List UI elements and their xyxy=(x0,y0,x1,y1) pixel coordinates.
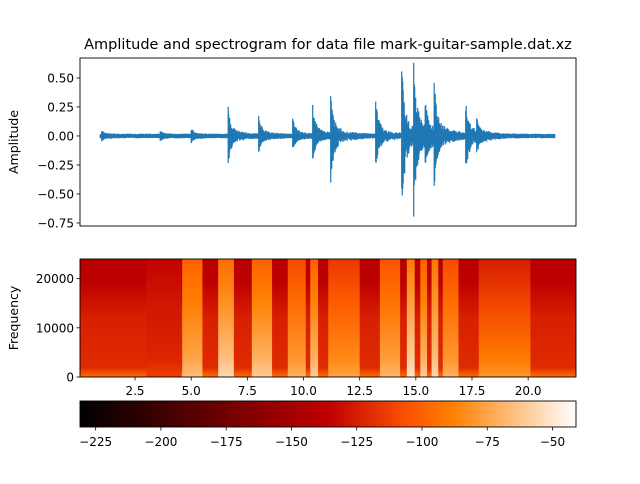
spectrogram-band xyxy=(406,259,415,377)
amplitude-y-tick-label: −0.25 xyxy=(37,158,74,172)
spectrogram-band xyxy=(328,259,360,377)
spectrogram-x-tick-label: 12.5 xyxy=(346,384,373,398)
colorbar-tick-label: −50 xyxy=(540,435,565,449)
amplitude-y-tick-label: −0.50 xyxy=(37,187,74,201)
spectrogram-x-tick-label: 15.0 xyxy=(402,384,429,398)
spectrogram-band xyxy=(146,259,182,377)
spectrogram-x-tick-label: 2.5 xyxy=(125,384,144,398)
amplitude-y-tick-label: −0.75 xyxy=(37,216,74,230)
colorbar-tick-label: −100 xyxy=(405,435,438,449)
spectrogram-x-tick-label: 5.0 xyxy=(182,384,201,398)
spectrogram-band xyxy=(442,259,459,377)
spectrogram-x-tick-label: 7.5 xyxy=(238,384,257,398)
spectrogram-band xyxy=(218,259,234,377)
spectrogram-image xyxy=(80,259,576,377)
colorbar-gradient xyxy=(79,400,577,428)
chart-title: Amplitude and spectrogram for data file … xyxy=(84,37,572,53)
spectrogram-band xyxy=(431,259,439,377)
amplitude-y-label: Amplitude xyxy=(6,110,21,174)
amplitude-y-tick-label: 0.25 xyxy=(47,100,74,114)
spectrogram-band xyxy=(379,259,401,377)
spectrogram-band xyxy=(420,259,428,377)
spectrogram-y-tick-label: 20000 xyxy=(36,272,74,286)
amplitude-y-tick-label: 0.00 xyxy=(47,129,74,143)
amplitude-plot-area xyxy=(80,58,576,226)
amplitude-y-tick-label: 0.50 xyxy=(47,71,74,85)
amplitude-axes: 0.50 0.25 0.00 −0.25 −0.50 −0.75 Amplitude xyxy=(6,57,577,230)
spectrogram-x-tick-label: 17.5 xyxy=(459,384,486,398)
spectrogram-band xyxy=(478,259,531,377)
spectrogram-frame xyxy=(79,258,577,378)
colorbar-tick-label: −75 xyxy=(475,435,500,449)
amplitude-line xyxy=(99,62,556,217)
spectrogram-y-tick-label: 0 xyxy=(66,371,74,385)
colorbar-tick-label: −175 xyxy=(210,435,243,449)
colorbar-tick-label: −125 xyxy=(340,435,373,449)
spectrogram-axes: 2.5 5.0 7.5 10.0 12.5 15.0 17.5 20.0 0 10000 2000… xyxy=(6,258,577,398)
spectrogram-y-tick-label: 10000 xyxy=(36,321,74,335)
spectrogram-x-tick-label: 20.0 xyxy=(515,384,542,398)
spectrogram-x-tick-label: 10.0 xyxy=(290,384,317,398)
spectrogram-x-ticks: 2.5 5.0 7.5 10.0 12.5 15.0 17.5 20.0 xyxy=(125,377,542,398)
amplitude-y-ticks: 0.50 0.25 0.00 −0.25 −0.50 −0.75 xyxy=(37,71,80,230)
colorbar-tick-label: −200 xyxy=(144,435,177,449)
amplitude-frame xyxy=(79,57,577,227)
colorbar-tick-label: −150 xyxy=(275,435,308,449)
colorbar-ticks: −225 −200 −175 −150 −125 −100 −75 −50 xyxy=(79,427,565,449)
spectrogram-band xyxy=(182,259,203,377)
spectrogram-band xyxy=(287,259,306,377)
spectrogram-y-label: Frequency xyxy=(6,285,21,350)
colorbar-tick-label: −225 xyxy=(79,435,112,449)
spectrogram-y-ticks: 0 10000 20000 xyxy=(36,272,80,385)
colorbar: −225 −200 −175 −150 −125 −100 −75 −50 xyxy=(79,400,577,449)
spectrogram-band xyxy=(251,259,273,377)
spectrogram-band xyxy=(310,259,319,377)
